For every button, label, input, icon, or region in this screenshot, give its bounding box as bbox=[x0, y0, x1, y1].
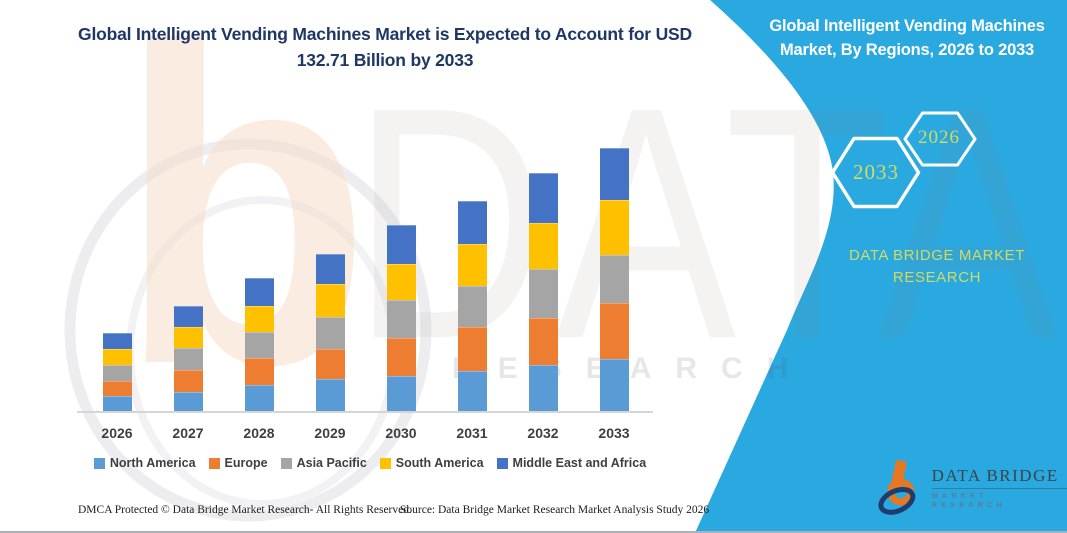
data-bridge-logo-icon bbox=[878, 460, 916, 515]
logo-tagline-text: MARKET RESEARCH bbox=[931, 490, 1006, 509]
legend-label: Asia Pacific bbox=[296, 456, 367, 470]
watermark-b-letter: b bbox=[118, 0, 371, 458]
white-swoosh-arc bbox=[564, 114, 812, 362]
watermark-row-text: RESEARCH bbox=[452, 352, 813, 385]
chart-legend: North America Europe Asia Pacific South Ame… bbox=[70, 456, 670, 470]
hexagon-2033-outline bbox=[830, 136, 921, 209]
main-title-line2: 132.71 Billion by 2033 bbox=[296, 50, 474, 70]
legend-swatch-icon bbox=[379, 457, 391, 469]
data-bridge-logo: DATA BRIDGE MARKET RESEARCH bbox=[876, 458, 1067, 516]
side-panel-title-line1: Global Intelligent Vending Machines bbox=[769, 17, 1045, 35]
legend-swatch-icon bbox=[93, 457, 105, 469]
footer-source: Source: Data Bridge Market Research Mark… bbox=[400, 504, 710, 516]
legend-item-asia-pacific: Asia Pacific bbox=[280, 456, 367, 470]
main-title: Global Intelligent Vending Machines Mark… bbox=[60, 21, 710, 73]
gray-swoosh-arc bbox=[64, 138, 432, 522]
legend-label: North America bbox=[109, 456, 196, 470]
logo-brand-text: DATA BRIDGE bbox=[931, 466, 1067, 489]
panel-brand-line2: RESEARCH bbox=[892, 269, 982, 286]
hexagon-2033-label: 2033 bbox=[853, 160, 899, 184]
footer-copyright: DMCA Protected © Data Bridge Market Rese… bbox=[78, 504, 412, 516]
legend-item-europe: Europe bbox=[208, 456, 268, 470]
legend-label: Europe bbox=[224, 456, 268, 470]
legend-swatch-icon bbox=[208, 457, 220, 469]
side-panel-title-line2: Market, By Regions, 2026 to 2033 bbox=[779, 41, 1035, 59]
side-panel-title: Global Intelligent Vending Machines Mark… bbox=[748, 14, 1066, 62]
legend-item-middle-east-and-africa: Middle East and Africa bbox=[496, 456, 647, 470]
legend-swatch-icon bbox=[496, 457, 508, 469]
hexagon-2026-label: 2026 bbox=[918, 127, 960, 148]
legend-item-north-america: North America bbox=[93, 456, 196, 470]
legend-item-south-america: South America bbox=[379, 456, 484, 470]
blue-side-band bbox=[695, 0, 1067, 531]
legend-label: Middle East and Africa bbox=[512, 456, 647, 470]
legend-label: South America bbox=[395, 456, 484, 470]
x-axis-line bbox=[77, 411, 653, 413]
legend-swatch-icon bbox=[280, 457, 292, 469]
hexagon-badges bbox=[830, 111, 977, 209]
main-title-line1: Global Intelligent Vending Machines Mark… bbox=[78, 24, 692, 44]
hexagon-2026-outline bbox=[903, 111, 977, 167]
panel-brand-line1: DATA BRIDGE MARKET bbox=[848, 247, 1026, 264]
panel-brand-text: DATA BRIDGE MARKET RESEARCH bbox=[812, 245, 1062, 289]
